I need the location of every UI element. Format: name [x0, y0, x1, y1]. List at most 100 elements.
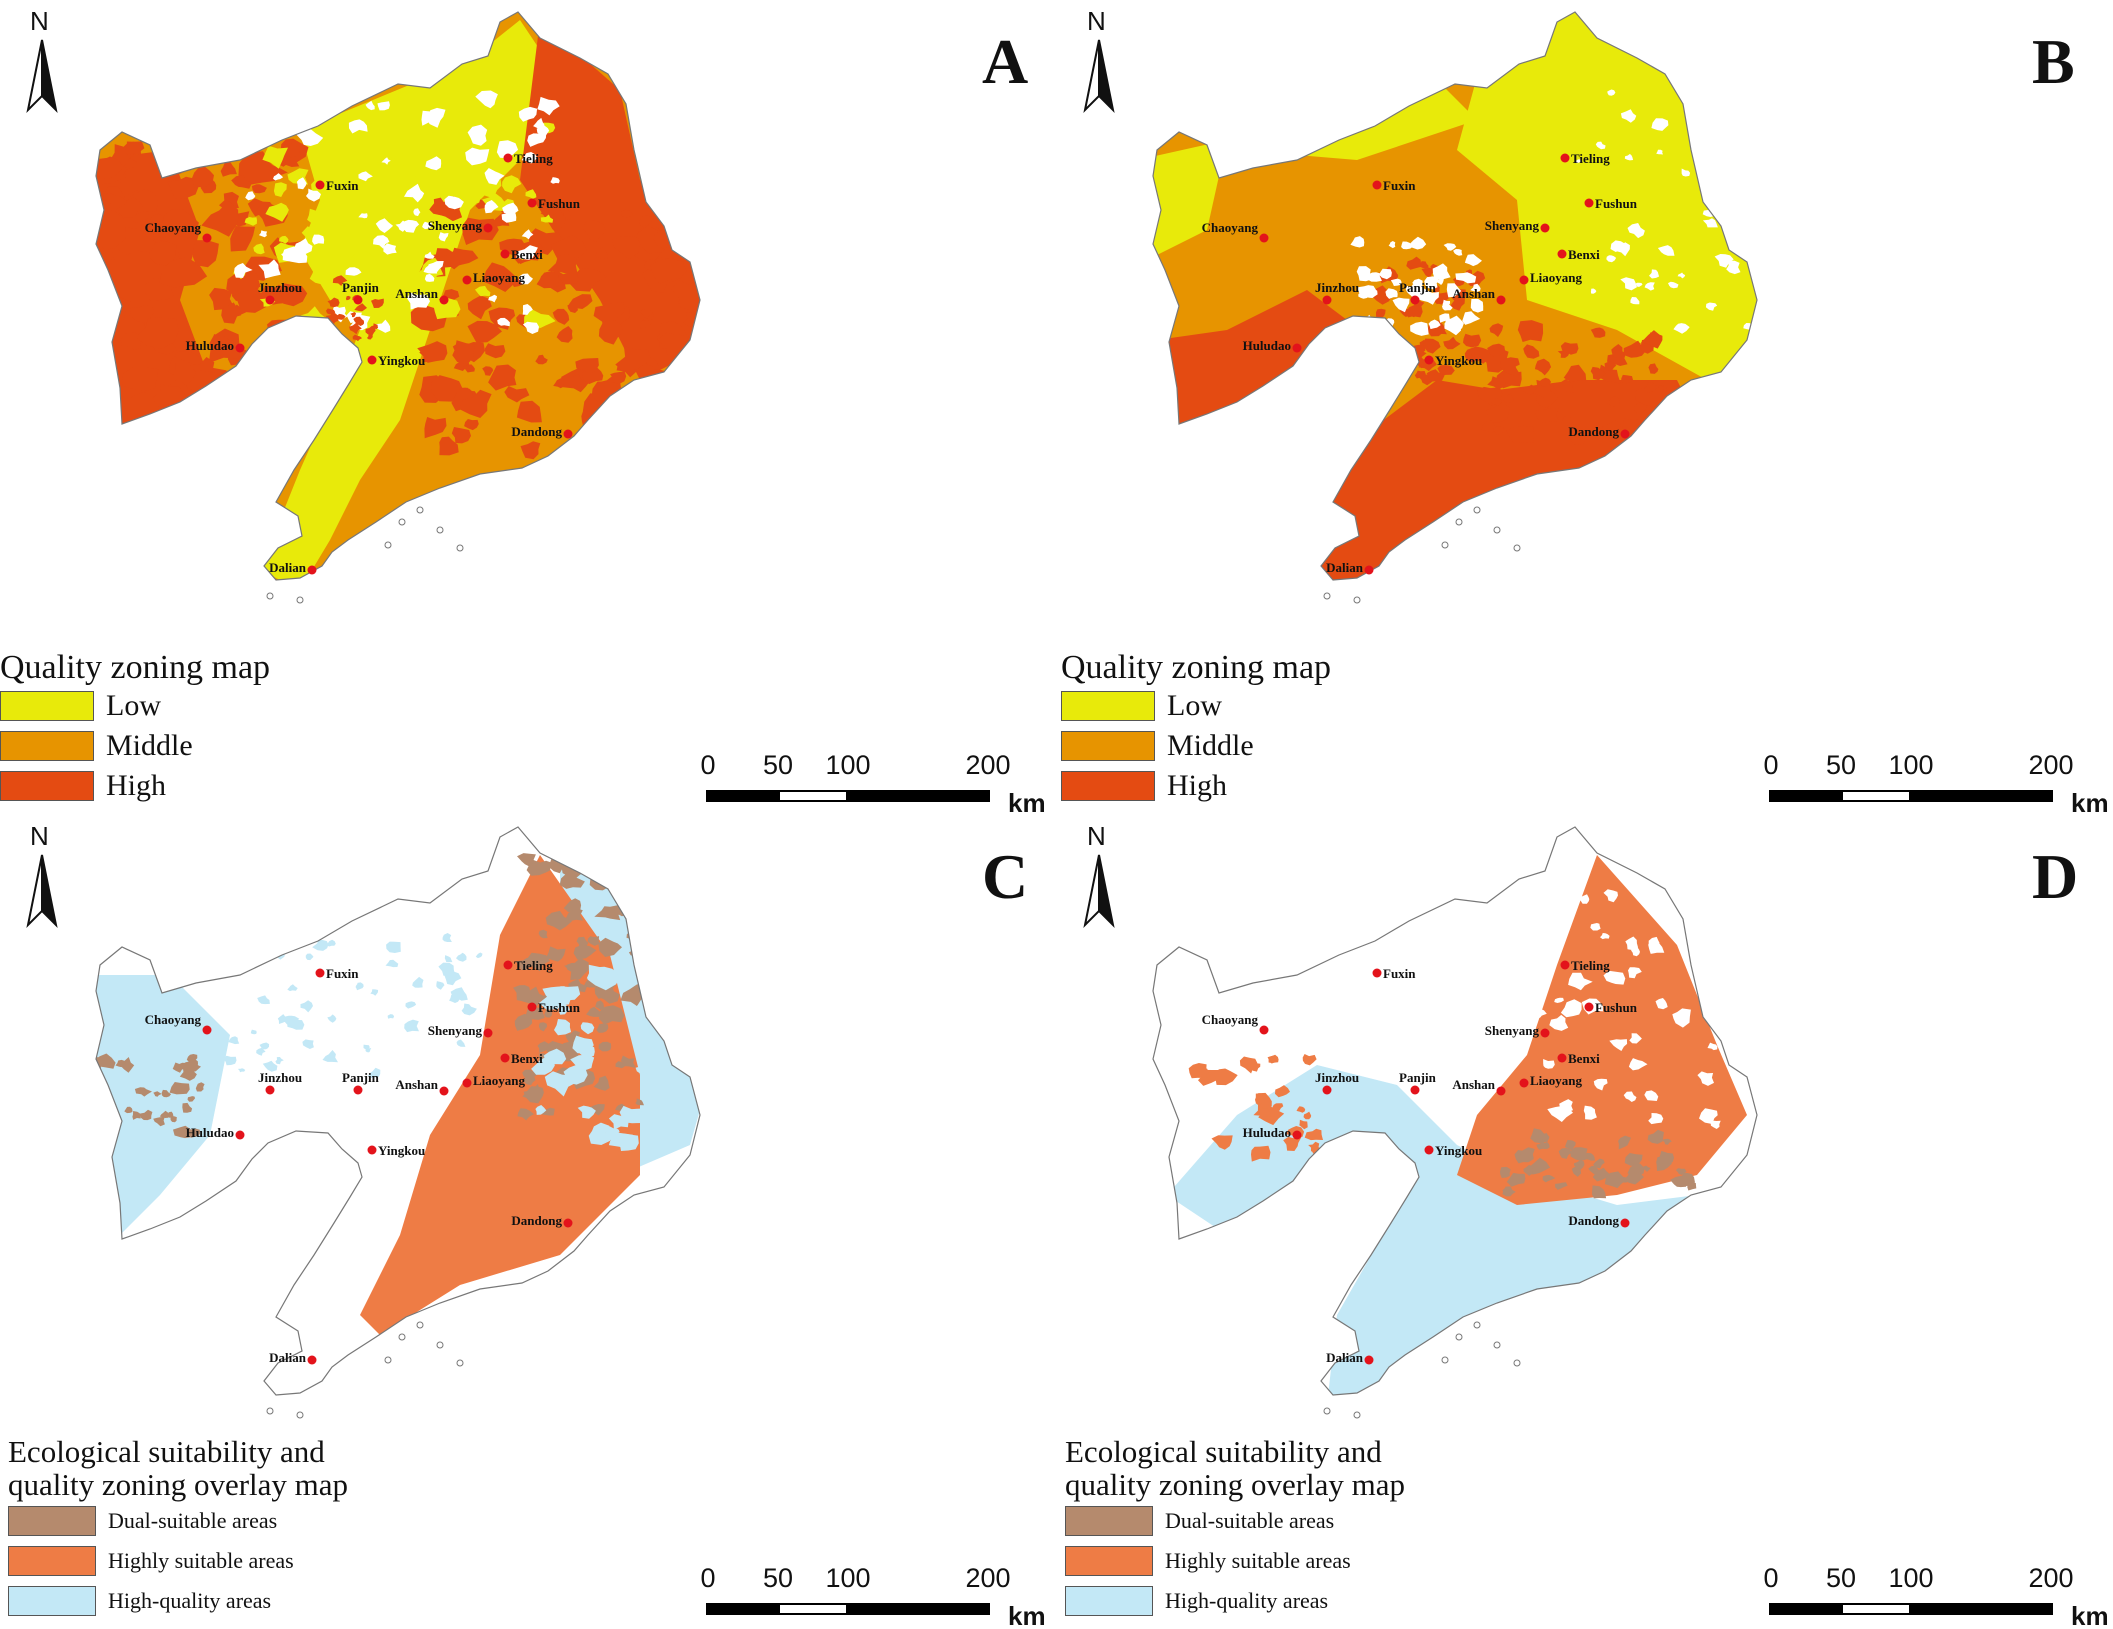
zone-patch	[167, 1111, 174, 1118]
city-label: Tieling	[1571, 958, 1610, 973]
city-label: Tieling	[514, 151, 553, 166]
zone-patch	[549, 211, 566, 231]
no-data	[537, 96, 560, 116]
zone-patch	[630, 1003, 647, 1019]
zone-patch	[353, 316, 364, 325]
zone-patch	[1527, 348, 1537, 357]
no-data	[1593, 1078, 1608, 1091]
zone-patch	[139, 1109, 153, 1121]
no-data	[484, 200, 499, 214]
zone-patch	[283, 1015, 300, 1026]
no-data	[1668, 281, 1679, 289]
zone-low	[1153, 140, 1227, 260]
legend-swatch	[1065, 1586, 1153, 1616]
zone-patch	[1517, 320, 1544, 342]
no-data	[1543, 1059, 1555, 1069]
city-label: Dandong	[1568, 424, 1619, 439]
no-data	[1554, 997, 1564, 1003]
legend-label: Highly suitable areas	[108, 1548, 294, 1573]
no-data	[521, 152, 538, 164]
zone-patch	[442, 109, 466, 132]
no-data	[1603, 970, 1626, 985]
province-outline	[1152, 11, 1758, 581]
no-data	[1453, 249, 1463, 256]
no-data	[1349, 320, 1372, 335]
city-marker	[1322, 1085, 1332, 1095]
island	[1513, 1359, 1521, 1367]
zone-patch	[1506, 425, 1534, 445]
city-marker	[315, 968, 325, 978]
city-label: Huludao	[186, 1125, 234, 1140]
city-label: Chaoyang	[145, 220, 202, 235]
no-data	[1590, 923, 1601, 931]
scale-tick: 0	[1763, 1563, 1779, 1593]
zone-patch	[570, 1054, 595, 1070]
zone-patch	[1443, 336, 1461, 350]
legend-quality: Quality zoning map Low Middle High	[1061, 650, 1331, 806]
zone-patch	[649, 258, 687, 284]
zone-patch	[154, 219, 178, 238]
city-marker	[1519, 275, 1529, 285]
zone-patch	[482, 366, 494, 376]
zone-patch	[261, 360, 282, 375]
no-data	[1446, 283, 1462, 298]
no-data	[1710, 1120, 1721, 1129]
city-marker	[1410, 295, 1420, 305]
island	[398, 518, 406, 526]
city-label: Dalian	[269, 560, 307, 575]
city-label: Panjin	[342, 280, 380, 295]
no-data	[1580, 894, 1590, 904]
no-data	[1620, 277, 1637, 291]
zone-patch	[135, 317, 179, 349]
zone-patch	[307, 208, 328, 226]
zone-patch	[393, 130, 419, 155]
panel-letter: C	[982, 841, 1029, 912]
zone-patch	[239, 122, 262, 145]
zone-patch	[1275, 1085, 1290, 1098]
zone-patch	[1693, 404, 1717, 426]
no-data	[1559, 1099, 1573, 1113]
zone-patch	[547, 253, 578, 275]
zone-patch	[265, 202, 289, 222]
zone-patch	[1637, 435, 1647, 443]
zone-patch	[366, 334, 373, 340]
no-data	[1705, 902, 1719, 914]
island	[266, 592, 274, 600]
zone-patch	[370, 989, 379, 996]
no-data	[301, 316, 319, 329]
zone-patch	[1398, 354, 1413, 367]
city-label: Jinzhou	[1315, 280, 1359, 295]
no-data	[1442, 299, 1451, 306]
island	[296, 1411, 304, 1419]
zone-patch	[1643, 382, 1659, 393]
zone-patch	[115, 1059, 126, 1068]
zone-patch	[516, 400, 542, 423]
zone-patch	[1648, 363, 1659, 374]
zone-patch	[674, 1018, 700, 1042]
zone-patch	[558, 1004, 570, 1015]
no-data	[1768, 78, 1779, 87]
zone-patch	[186, 1054, 198, 1063]
zone-patch	[98, 247, 116, 261]
legend-item-middle: Middle	[0, 726, 270, 766]
zone-patch	[262, 374, 299, 401]
no-data	[1673, 323, 1690, 334]
map-c: Tieling Fuxin Fushun Shenyang Chaoyang Benxi L…	[95, 826, 701, 1419]
city-marker	[563, 429, 573, 439]
zone-patch	[456, 952, 467, 962]
zone-patch	[615, 887, 627, 898]
legend-label: High	[1167, 769, 1227, 802]
zone-patch	[615, 1061, 627, 1069]
legend-item-dual-suitable: Dual-suitable areas	[8, 1501, 348, 1541]
scale-tick: 200	[2028, 750, 2074, 780]
city-marker	[1292, 1130, 1302, 1140]
city-marker	[353, 295, 363, 305]
legend-quality: Quality zoning map Low Middle High	[0, 650, 270, 806]
zone-patch	[368, 1067, 381, 1078]
zone-patch	[1299, 1119, 1308, 1130]
legend-title-line2: quality zoning overlay map	[8, 1467, 349, 1502]
no-data	[1752, 235, 1757, 245]
island	[266, 1407, 274, 1415]
legend-swatch	[1065, 1546, 1153, 1576]
no-data	[1455, 272, 1477, 284]
